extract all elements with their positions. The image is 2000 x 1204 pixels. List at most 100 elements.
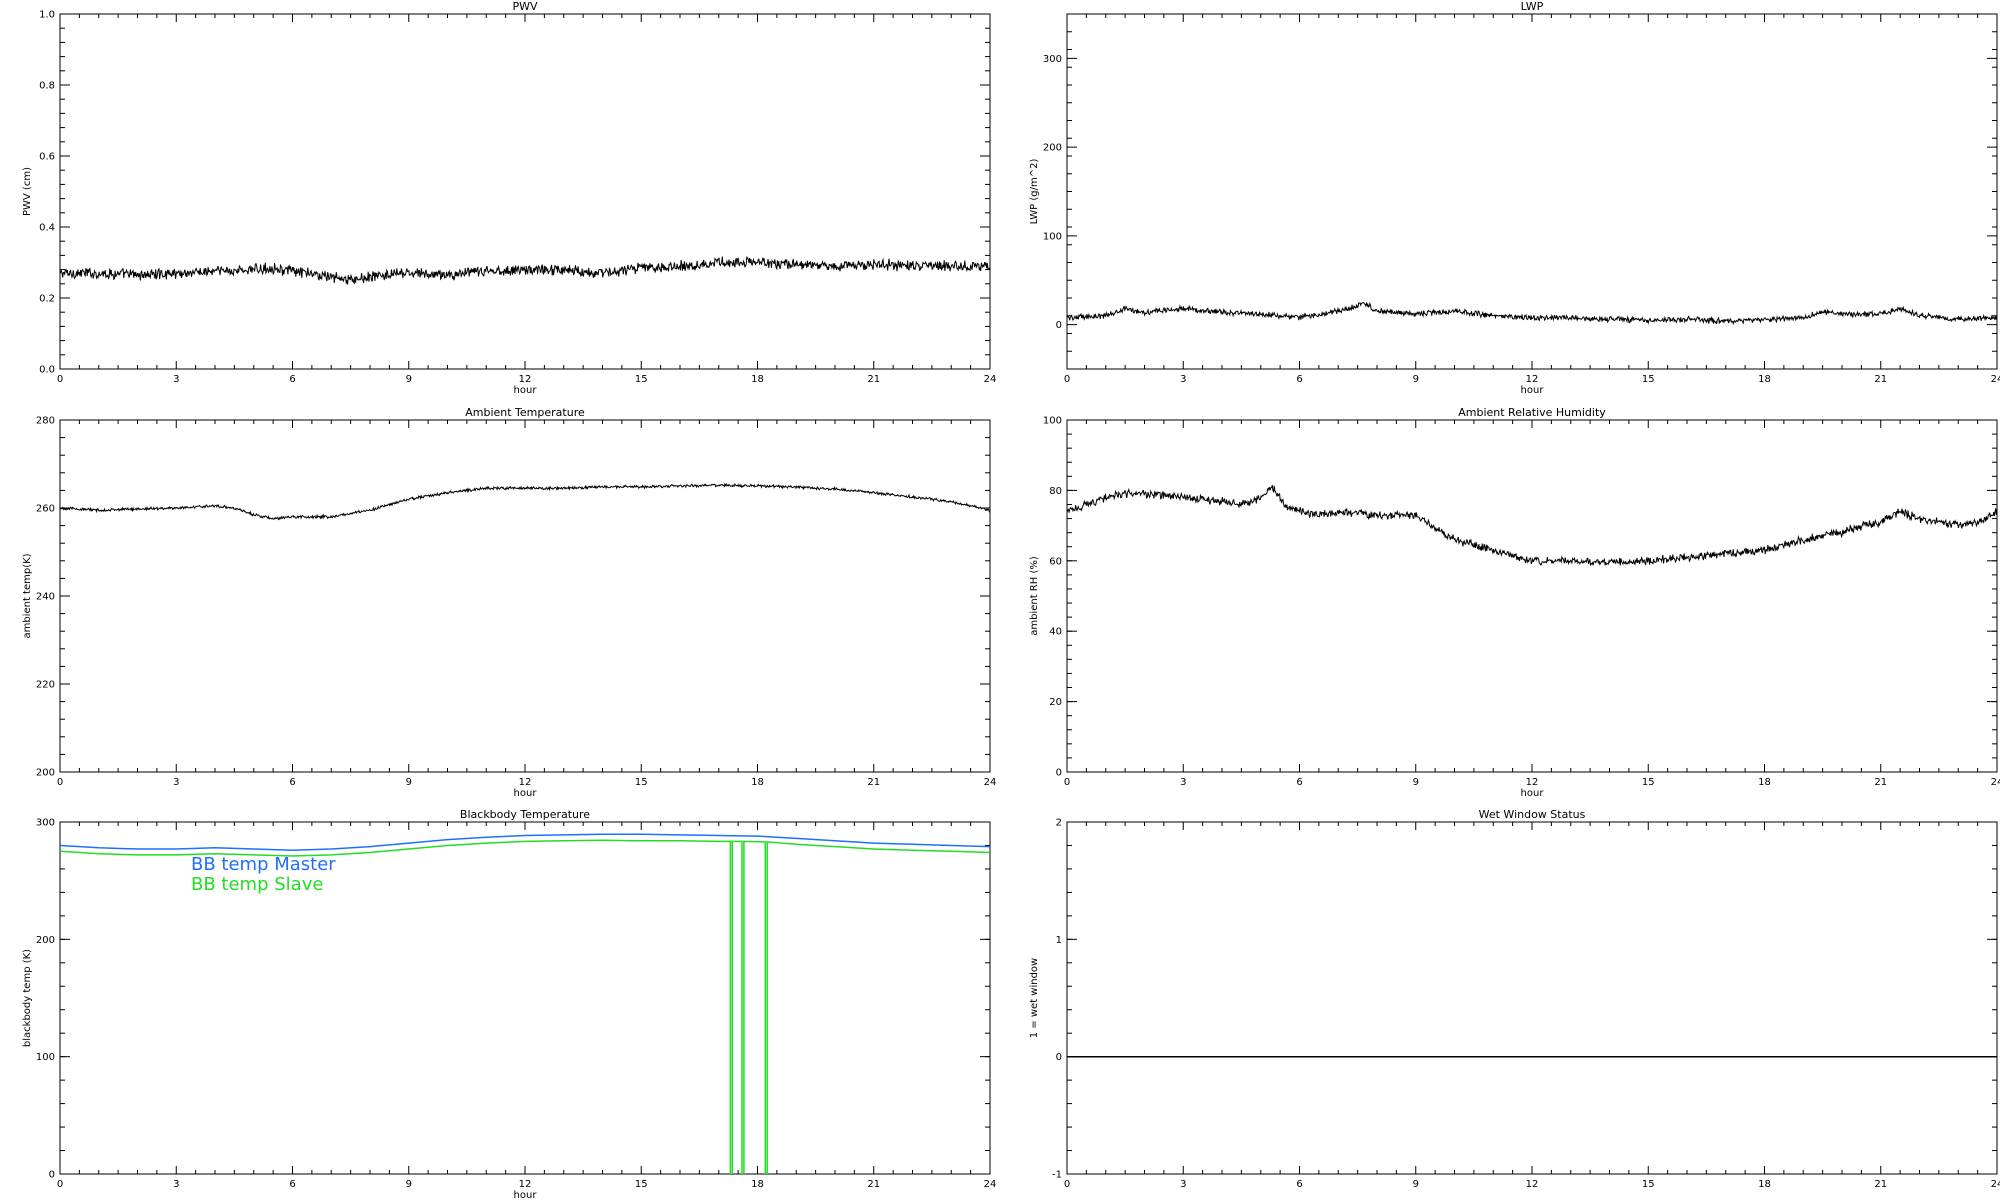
x-tick-label: 18: [751, 1179, 764, 1190]
y-axis-label: PWV (cm): [22, 167, 33, 216]
x-tick-label: 9: [406, 374, 412, 385]
legend-entry: BB temp Master: [191, 854, 336, 875]
x-tick-label: 6: [289, 374, 295, 385]
y-tick-label: 20: [1049, 697, 1062, 708]
x-tick-label: 18: [751, 374, 764, 385]
series-line: [60, 255, 990, 285]
chart-title: Ambient Temperature: [465, 406, 585, 419]
x-axis-label: hour: [514, 1190, 538, 1200]
y-tick-label: 0.8: [39, 81, 55, 92]
x-tick-label: 18: [1758, 374, 1771, 385]
plot-frame: [59, 419, 991, 773]
y-tick-label: 280: [36, 416, 55, 427]
x-tick-label: 24: [1991, 777, 2000, 788]
y-tick-label: 0.4: [39, 223, 55, 234]
x-tick-label: 6: [1296, 777, 1302, 788]
x-tick-label: 12: [1526, 1179, 1539, 1190]
x-tick-label: 0: [57, 777, 63, 788]
chart-panel: PWV 0 3 6 9 12 15 18 21 24 hour 0.0 0.2 0.4 0.6 0.8 1.0 P…: [22, 0, 996, 396]
series-line: [60, 482, 990, 521]
x-tick-label: 12: [519, 1179, 532, 1190]
x-tick-label: 15: [635, 777, 648, 788]
x-tick-label: 9: [1413, 374, 1419, 385]
x-tick-label: 21: [867, 374, 880, 385]
x-tick-label: 6: [289, 777, 295, 788]
chart-title: LWP: [1521, 0, 1544, 13]
x-tick-label: 15: [1642, 777, 1655, 788]
x-tick-label: 12: [1526, 777, 1539, 788]
plot-frame: [1066, 419, 1998, 773]
y-tick-label: 0: [1056, 320, 1062, 331]
x-tick-label: 24: [1991, 374, 2000, 385]
x-tick-label: 24: [1991, 1179, 2000, 1190]
y-tick-label: 1: [1056, 935, 1062, 946]
x-tick-label: 3: [173, 777, 179, 788]
y-axis-label: ambient RH (%): [1029, 556, 1040, 636]
y-tick-label: 220: [36, 680, 55, 691]
series-line: [1067, 301, 1997, 326]
chart-title: Ambient Relative Humidity: [1458, 406, 1606, 419]
x-tick-label: 24: [984, 1179, 997, 1190]
x-tick-label: 21: [867, 1179, 880, 1190]
x-tick-label: 18: [1758, 1179, 1771, 1190]
y-axis-label: LWP (g/m^2): [1029, 159, 1040, 225]
plot-frame: [59, 13, 991, 370]
y-tick-label: 200: [36, 768, 55, 779]
x-tick-label: 18: [1758, 777, 1771, 788]
x-tick-label: 0: [57, 374, 63, 385]
y-tick-label: 100: [36, 1052, 55, 1063]
chart-panel: LWP 0 3 6 9 12 15 18 21 24 hour 0 100 200 300 LWP (g/m^…: [1029, 0, 2000, 396]
y-tick-label: 0.6: [39, 152, 55, 163]
y-axis-label: blackbody temp (K): [22, 949, 33, 1047]
x-axis-label: hour: [514, 788, 538, 799]
x-tick-label: 21: [1874, 1179, 1887, 1190]
x-axis-label: hour: [1521, 385, 1545, 396]
x-tick-label: 15: [1642, 1179, 1655, 1190]
y-tick-label: 0.0: [39, 365, 55, 376]
series-line: [1067, 484, 1997, 566]
y-tick-label: 300: [36, 818, 55, 829]
x-tick-label: 15: [635, 1179, 648, 1190]
y-tick-label: -1: [1052, 1170, 1062, 1181]
x-axis-label: hour: [1521, 788, 1545, 799]
x-tick-label: 12: [1526, 374, 1539, 385]
x-tick-label: 0: [1064, 374, 1070, 385]
plot-frame: [1066, 821, 1998, 1175]
y-tick-label: 0: [1056, 1052, 1062, 1063]
x-tick-label: 12: [519, 777, 532, 788]
x-tick-label: 21: [867, 777, 880, 788]
x-tick-label: 9: [406, 777, 412, 788]
x-tick-label: 18: [751, 777, 764, 788]
y-tick-label: 260: [36, 504, 55, 515]
x-tick-label: 6: [1296, 374, 1302, 385]
y-tick-label: 60: [1049, 556, 1062, 567]
x-tick-label: 3: [173, 1179, 179, 1190]
chart-title: PWV: [512, 0, 538, 13]
y-tick-label: 0: [1056, 768, 1062, 779]
plot-frame: [1066, 13, 1998, 370]
y-tick-label: 200: [1043, 143, 1062, 154]
y-tick-label: 40: [1049, 627, 1062, 638]
y-tick-label: 100: [1043, 231, 1062, 242]
chart-panel: Blackbody Temperature 0 3 6 9 12 15 18 21 24 hour 0…: [22, 808, 997, 1201]
x-tick-label: 9: [1413, 777, 1419, 788]
x-tick-label: 15: [635, 374, 648, 385]
x-tick-label: 0: [1064, 1179, 1070, 1190]
y-tick-label: 240: [36, 592, 55, 603]
y-tick-label: 300: [1043, 54, 1062, 65]
y-tick-label: 0.2: [39, 294, 55, 305]
x-tick-label: 9: [406, 1179, 412, 1190]
y-axis-label: ambient temp(K): [22, 553, 33, 638]
legend-entry: BB temp Slave: [191, 874, 323, 895]
x-tick-label: 0: [57, 1179, 63, 1190]
x-tick-label: 21: [1874, 374, 1887, 385]
chart-panel: Ambient Relative Humidity 0 3 6 9 12 15 18 21 24 h…: [1029, 406, 2000, 799]
x-tick-label: 24: [984, 374, 997, 385]
chart-title: Blackbody Temperature: [460, 808, 590, 821]
x-tick-label: 3: [173, 374, 179, 385]
x-tick-label: 3: [1180, 1179, 1186, 1190]
x-tick-label: 0: [1064, 777, 1070, 788]
y-tick-label: 80: [1049, 486, 1062, 497]
